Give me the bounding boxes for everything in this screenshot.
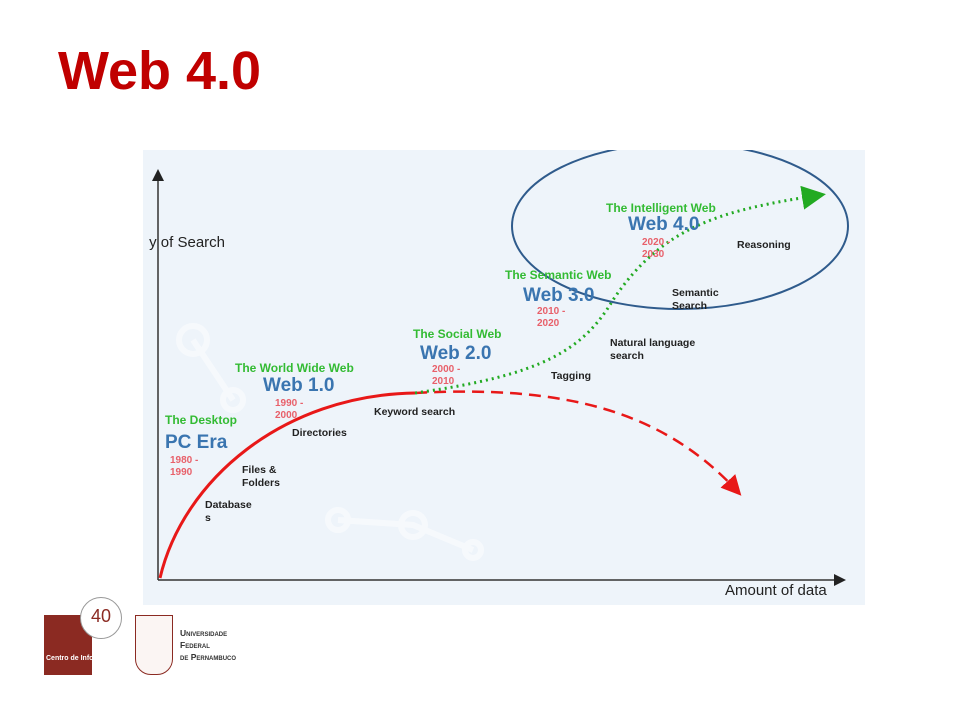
web-evolution-diagram [143,150,865,605]
tech-label: Files & Folders [242,464,280,489]
era-name: The World Wide Web [235,361,354,375]
centro-informatica-logo: 40 Centro de Informática [44,597,122,675]
era-years: 2000 -2010 [432,364,461,387]
x-axis-label: Amount of data [725,582,827,599]
tech-label: Natural language search [610,337,696,362]
era-years: 1990 -2000 [275,398,304,421]
era-web: Web 2.0 [420,343,492,364]
y-axis-label: y of Search [149,234,225,251]
tech-label: Database s [205,499,252,524]
tech-label: Tagging [551,370,592,382]
era-name: The Semantic Web [505,268,612,282]
highlight-ellipse [511,150,849,310]
era-web: Web 3.0 [523,285,595,306]
tech-label: Reasoning [737,239,791,251]
background-molecule-decoration [176,323,484,561]
era-web: PC Era [165,432,228,453]
tech-label: Semantic Search [672,287,719,312]
logo-text: Centro de Informática [46,655,119,662]
era-years: 2010 -2020 [537,306,566,329]
tech-label: Keyword search [374,406,456,418]
forty-years-badge: 40 [80,597,122,639]
era-web: Web 4.0 [628,214,700,235]
era-name: The Desktop [165,413,238,427]
era-web: Web 1.0 [263,375,335,396]
era-years: 1980 -1990 [170,455,199,478]
slide-title: Web 4.0 [58,41,262,101]
era-years: 2020 -2030 [642,237,671,260]
ufpe-crest-logo [135,615,173,675]
red-dashed-decline [414,390,742,496]
ufpe-name: Universidade Federal de Pernambuco [180,628,237,662]
era-name: The Social Web [413,327,502,341]
era-name: The Intelligent Web [606,201,716,215]
tech-label: Directories [292,427,347,439]
diagram-graphics [152,150,849,586]
red-growth-curve [158,391,416,579]
green-dotted-trend [414,185,826,395]
